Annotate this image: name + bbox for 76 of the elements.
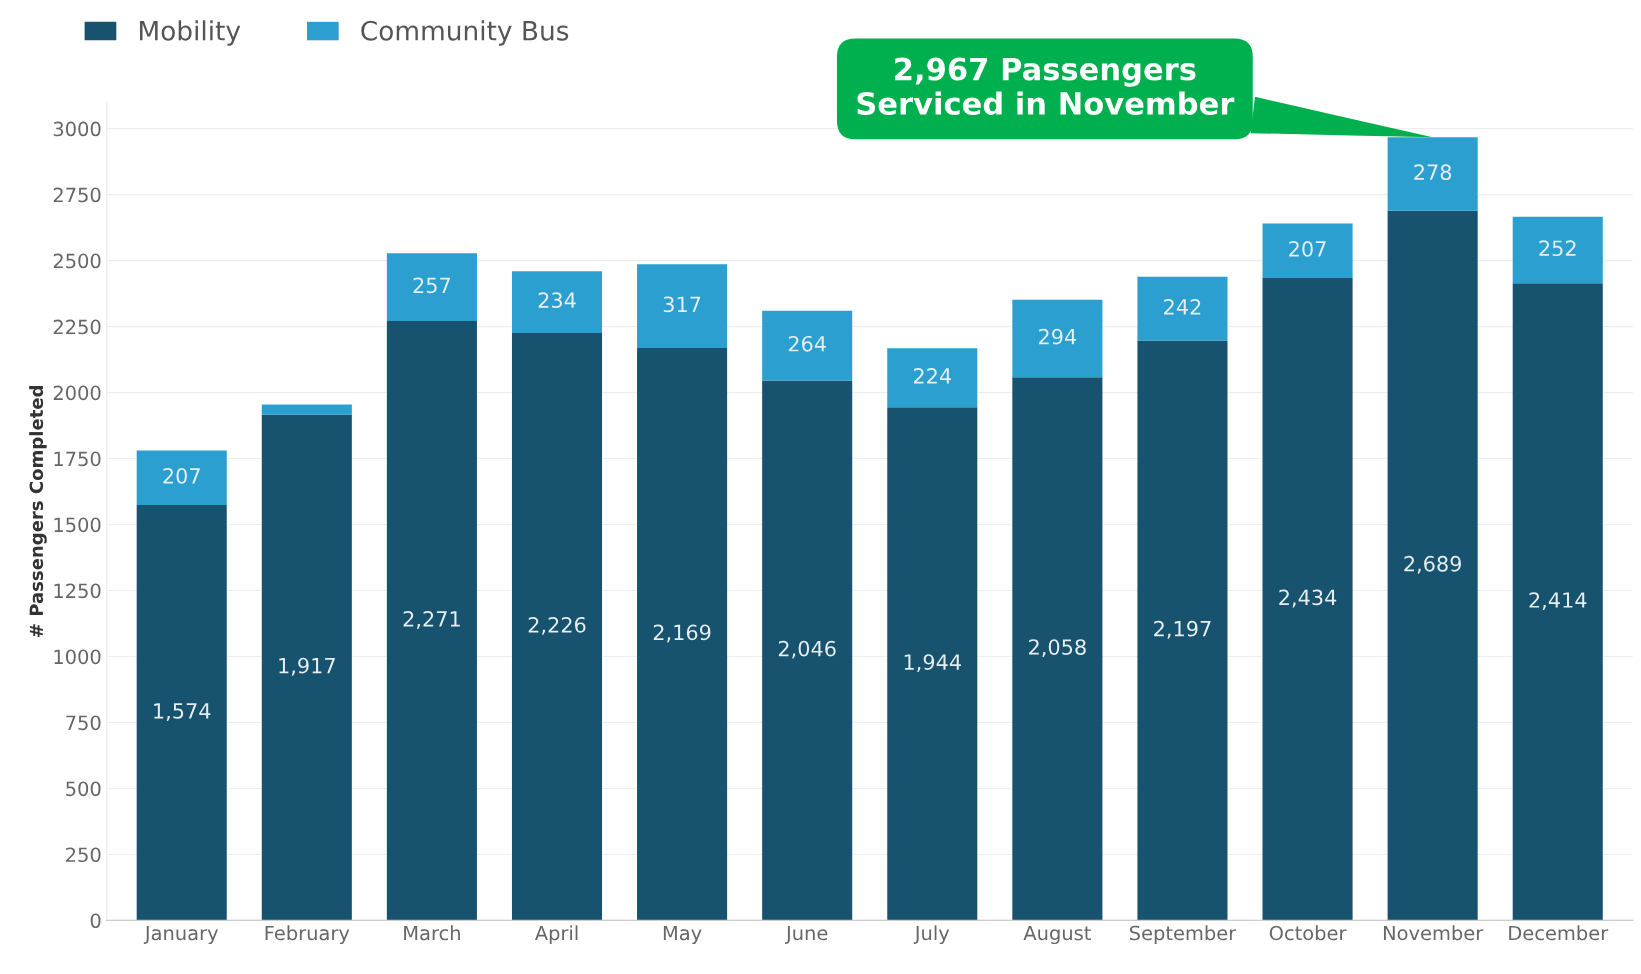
bar bbox=[1262, 278, 1353, 921]
bar bbox=[762, 310, 853, 381]
bar bbox=[1012, 299, 1103, 378]
bar bbox=[887, 348, 978, 408]
data-label: 2,271 bbox=[403, 611, 460, 629]
x-tick-label: December bbox=[1509, 925, 1609, 941]
y-tick-label: 0 bbox=[90, 913, 101, 929]
bar bbox=[762, 380, 853, 921]
x-tick-label: July bbox=[913, 925, 950, 945]
data-label: 2,434 bbox=[1279, 589, 1337, 608]
y-tick-label: 2250 bbox=[53, 319, 101, 335]
bar bbox=[511, 332, 603, 921]
data-label: 224 bbox=[913, 368, 951, 384]
legend-label: Mobility bbox=[140, 20, 241, 46]
data-label: 1,944 bbox=[904, 654, 961, 673]
bar bbox=[261, 414, 352, 921]
data-label: 2,046 bbox=[778, 640, 836, 659]
x-tick-label: March bbox=[404, 925, 460, 941]
bar bbox=[1387, 210, 1478, 921]
data-label: 257 bbox=[413, 277, 451, 294]
data-label: 2,226 bbox=[528, 616, 586, 635]
bar bbox=[386, 321, 477, 921]
x-tick-label: April bbox=[534, 925, 578, 945]
data-label: 242 bbox=[1164, 298, 1201, 315]
data-label: 294 bbox=[1039, 328, 1077, 345]
bar bbox=[1262, 223, 1353, 279]
bar bbox=[1137, 276, 1228, 341]
legend-label: Community Bus bbox=[361, 20, 569, 46]
y-tick-label: 500 bbox=[66, 781, 101, 797]
y-tick-label: 2500 bbox=[53, 253, 101, 269]
y-tick-label: 1000 bbox=[54, 649, 101, 665]
annotation: 2,967 Passengers Serviced in November bbox=[857, 57, 1235, 116]
x-tick-label: February bbox=[265, 925, 350, 945]
data-label: 252 bbox=[1539, 240, 1576, 257]
y-tick-label: 2750 bbox=[53, 187, 101, 203]
y-axis-title: # Passengers Completed bbox=[29, 386, 47, 637]
bar bbox=[261, 404, 352, 415]
x-tick-label: November bbox=[1383, 925, 1484, 941]
bar bbox=[386, 253, 477, 322]
bar bbox=[1137, 340, 1228, 921]
data-label: 317 bbox=[663, 296, 701, 313]
data-label: 264 bbox=[788, 335, 826, 352]
bar bbox=[887, 407, 978, 921]
y-tick-label: 2000 bbox=[53, 385, 101, 401]
bar bbox=[1512, 216, 1603, 284]
bar bbox=[637, 347, 728, 921]
bar bbox=[1512, 283, 1603, 921]
data-label: 2,058 bbox=[1029, 639, 1086, 658]
y-tick-label: 750 bbox=[66, 715, 101, 731]
x-tick-label: January bbox=[143, 925, 218, 945]
x-tick-label: August bbox=[1023, 925, 1091, 945]
y-tick-label: 250 bbox=[66, 847, 101, 863]
y-tick-label: 1500 bbox=[54, 517, 101, 533]
bar bbox=[136, 450, 227, 506]
data-label: 207 bbox=[163, 467, 200, 484]
data-label: 278 bbox=[1414, 164, 1452, 181]
data-label: 2,689 bbox=[1404, 555, 1461, 574]
y-tick-label: 1250 bbox=[54, 583, 101, 599]
data-label: 2,414 bbox=[1529, 592, 1587, 611]
data-label: 2,197 bbox=[1154, 620, 1211, 639]
bar bbox=[511, 271, 603, 333]
x-tick-label: June bbox=[785, 925, 828, 944]
x-tick-label: October bbox=[1269, 925, 1347, 941]
y-tick-label: 3000 bbox=[53, 121, 101, 137]
bar bbox=[637, 264, 728, 348]
data-label: 207 bbox=[1289, 241, 1326, 257]
x-tick-label: September bbox=[1130, 925, 1237, 945]
bar bbox=[1012, 377, 1103, 921]
bar bbox=[136, 505, 227, 921]
data-label: 1,574 bbox=[154, 703, 211, 721]
x-tick-label: May bbox=[663, 925, 702, 945]
data-label: 234 bbox=[538, 292, 576, 309]
data-label: 2,169 bbox=[653, 624, 711, 643]
data-label: 1,917 bbox=[279, 657, 335, 676]
y-tick-label: 1750 bbox=[54, 451, 101, 467]
bar bbox=[1387, 137, 1478, 211]
